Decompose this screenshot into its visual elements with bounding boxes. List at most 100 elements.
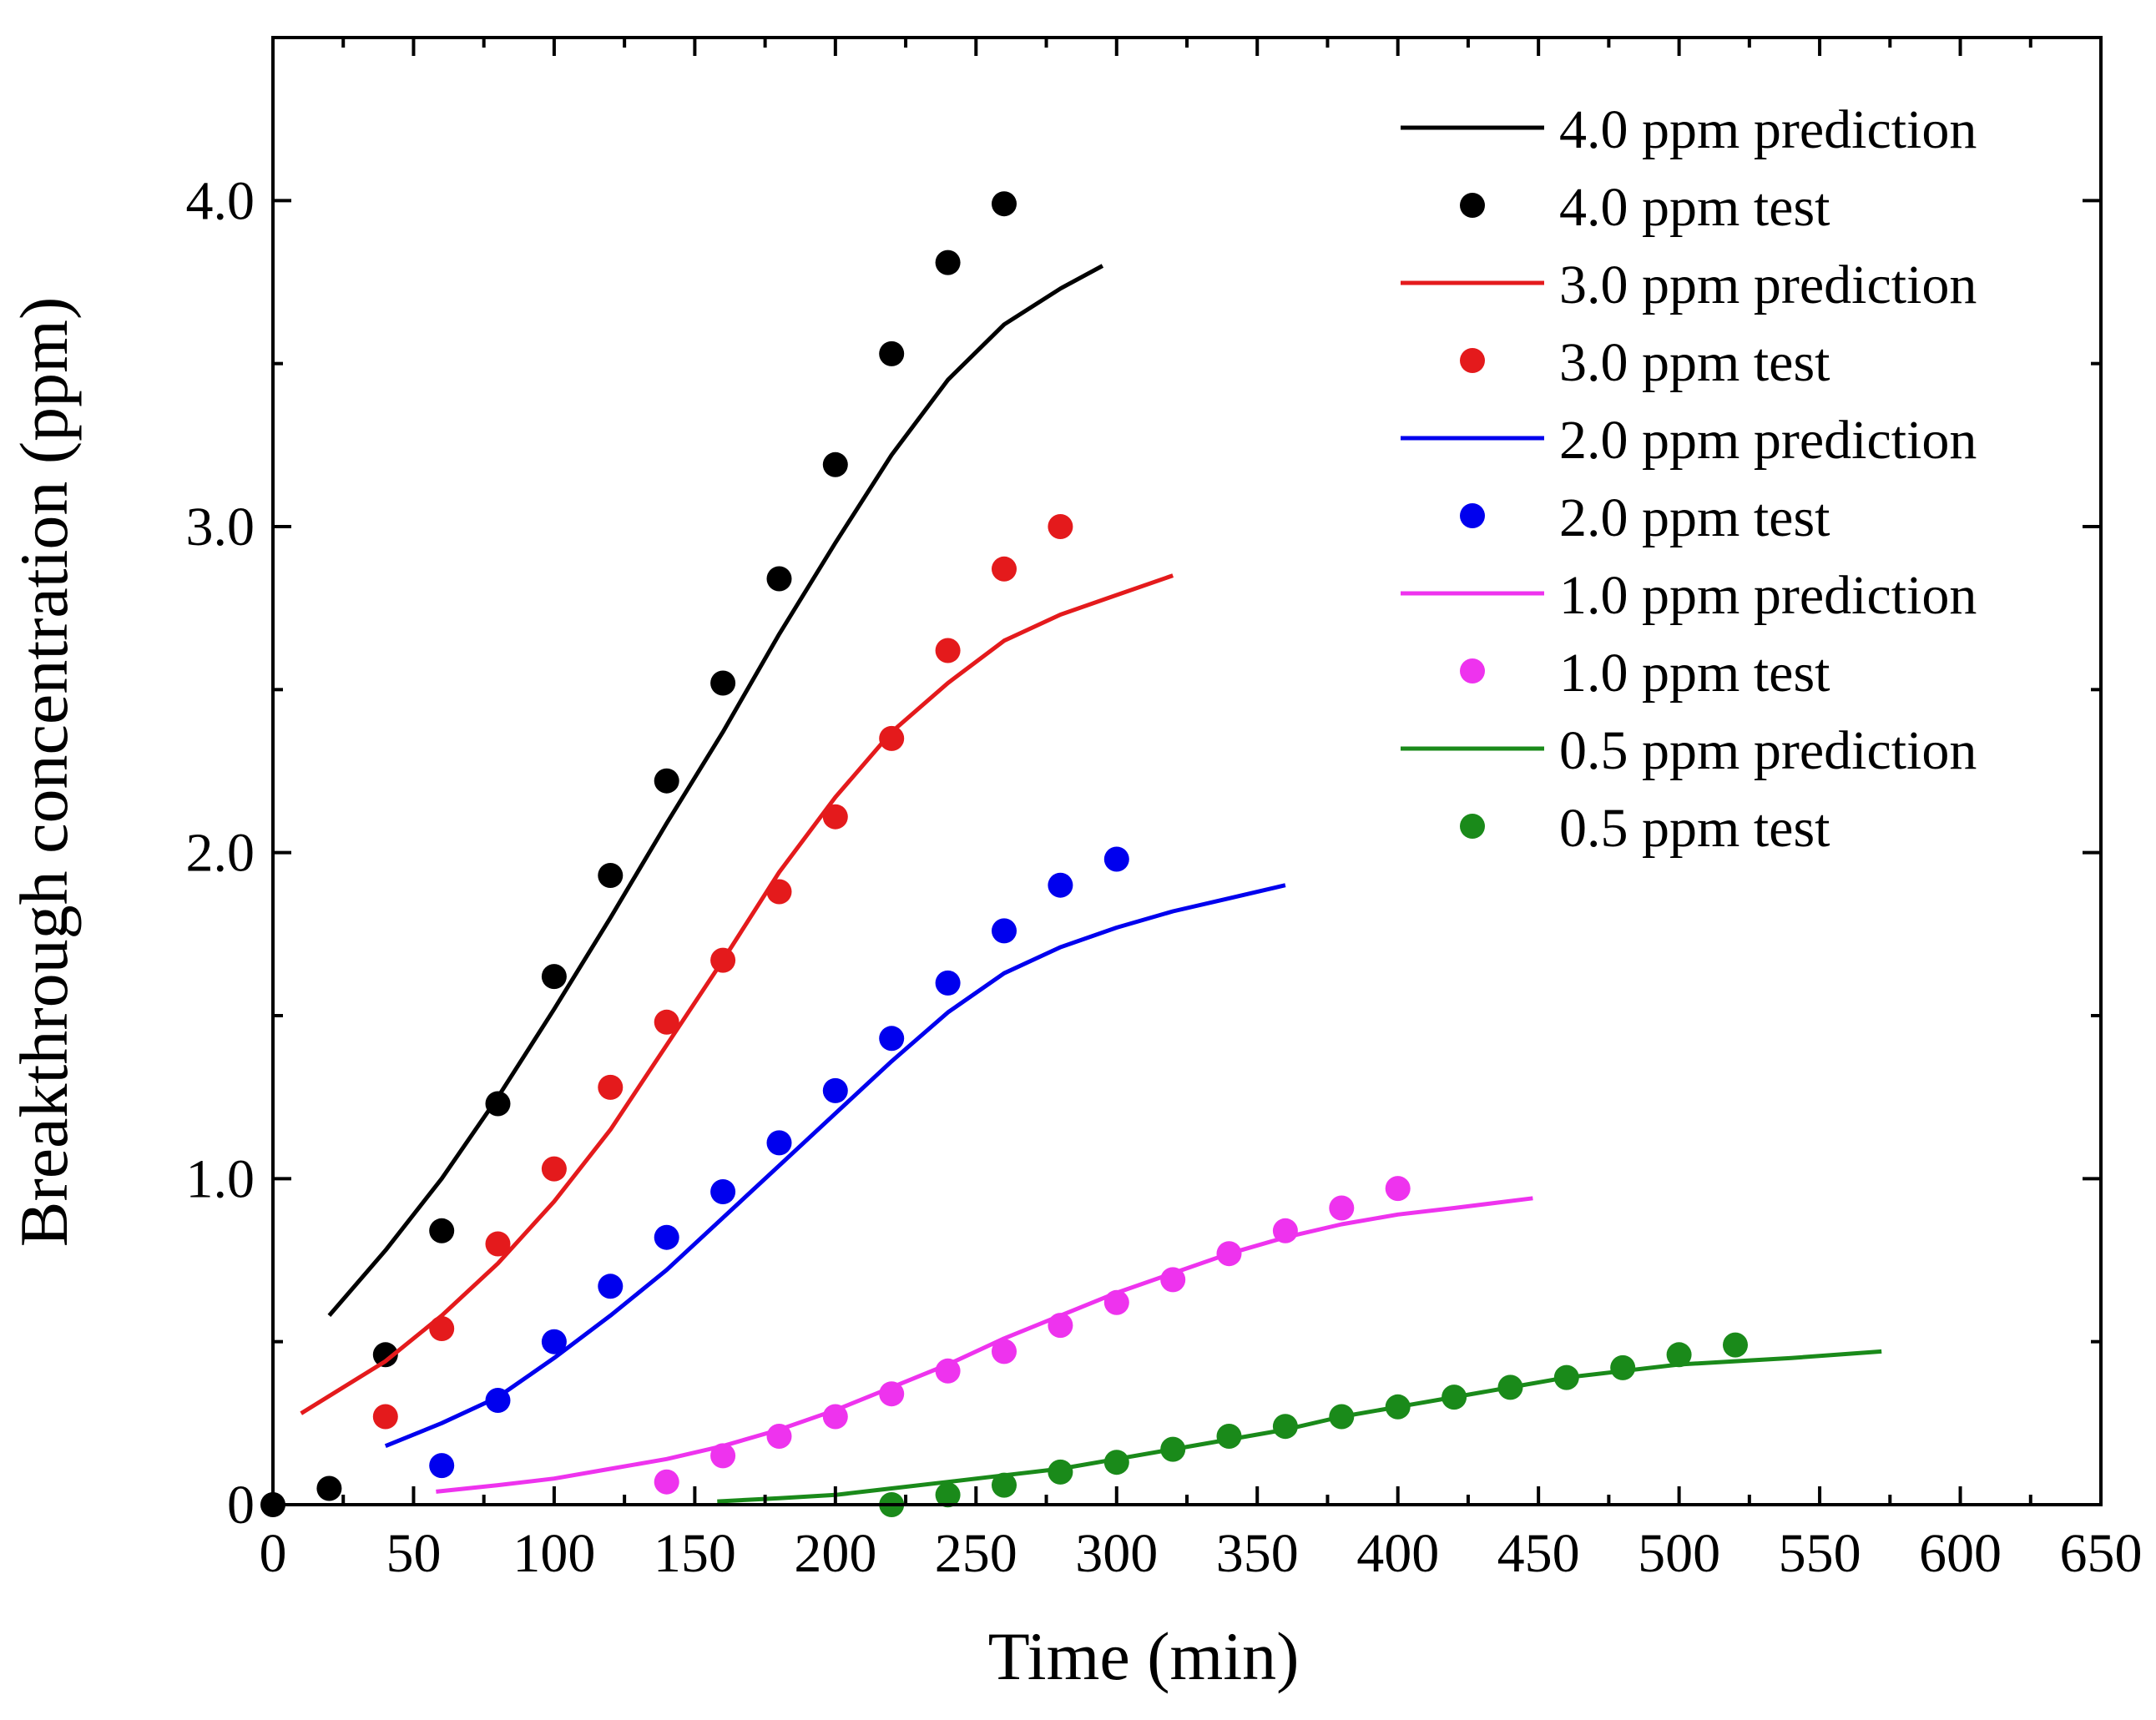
data-point <box>992 1472 1017 1498</box>
series-0-5-ppm-test <box>879 1332 1748 1517</box>
legend-item-0-5-ppm-test: 0.5 ppm test <box>1460 798 1830 859</box>
y-axis-title: Breakthrough concentration (ppm) <box>6 297 82 1248</box>
data-point <box>766 1130 792 1156</box>
data-point <box>710 1179 736 1204</box>
legend-label: 3.0 ppm test <box>1559 332 1830 393</box>
data-point <box>935 1482 961 1508</box>
y-tick-label: 4.0 <box>186 170 255 231</box>
series-4-0-ppm-prediction <box>327 264 1104 1318</box>
x-tick-label: 100 <box>512 1523 595 1584</box>
legend-item-4-0-ppm-prediction: 4.0 ppm prediction <box>1401 99 1977 160</box>
x-axis: 0 50 100 150 200 250 300 350 400 450 500 550 600 650 <box>260 38 2143 1584</box>
legend-item-3-0-ppm-test: 3.0 ppm test <box>1460 332 1830 393</box>
data-point <box>992 556 1017 582</box>
data-point <box>1048 1313 1073 1339</box>
x-tick-label: 250 <box>935 1523 1017 1584</box>
series-4-0-ppm-test <box>260 191 1017 1517</box>
legend-item-3-0-ppm-prediction: 3.0 ppm prediction <box>1401 255 1977 315</box>
series-line <box>436 1196 1533 1494</box>
x-tick-label: 50 <box>386 1523 441 1584</box>
data-point <box>710 670 736 696</box>
data-point <box>654 1469 679 1495</box>
x-tick-label: 400 <box>1356 1523 1439 1584</box>
data-point <box>1553 1364 1579 1390</box>
series-3-0-ppm-prediction <box>300 573 1174 1415</box>
legend-dot-swatch <box>1460 658 1485 683</box>
x-tick-label: 150 <box>654 1523 736 1584</box>
data-point <box>1103 846 1129 872</box>
data-point <box>316 1475 342 1501</box>
series-3-0-ppm-test <box>372 514 1073 1430</box>
data-point <box>766 1424 792 1449</box>
legend-label: 0.5 ppm prediction <box>1559 720 1977 781</box>
legend-item-1-0-ppm-test: 1.0 ppm test <box>1460 643 1830 704</box>
y-axis: 0 1.0 2.0 3.0 4.0 <box>186 170 2101 1536</box>
series-line <box>300 573 1174 1415</box>
y-tick-label: 3.0 <box>186 497 255 557</box>
data-point <box>372 1404 398 1430</box>
legend-item-0-5-ppm-prediction: 0.5 ppm prediction <box>1401 720 1977 781</box>
data-point <box>822 451 848 477</box>
data-point <box>935 970 961 996</box>
x-tick-label: 600 <box>1919 1523 2002 1584</box>
data-point <box>879 725 905 751</box>
data-point <box>1329 1404 1355 1430</box>
legend-dot-swatch <box>1460 193 1485 218</box>
series-line <box>384 883 1286 1449</box>
data-point <box>710 947 736 973</box>
data-point <box>429 1453 455 1479</box>
legend-item-2-0-ppm-test: 2.0 ppm test <box>1460 487 1830 548</box>
legend-label: 0.5 ppm test <box>1559 798 1830 859</box>
data-point <box>879 1026 905 1052</box>
data-point <box>992 918 1017 944</box>
legend-label: 4.0 ppm prediction <box>1559 99 1977 160</box>
legend-label: 1.0 ppm test <box>1559 643 1830 704</box>
legend-label: 2.0 ppm prediction <box>1559 410 1977 471</box>
y-tick-label: 2.0 <box>186 823 255 884</box>
data-point <box>1329 1195 1355 1221</box>
data-point <box>1385 1394 1411 1420</box>
data-point <box>766 566 792 592</box>
data-point <box>992 1339 1017 1364</box>
data-point <box>1442 1385 1467 1410</box>
data-point <box>1723 1332 1748 1358</box>
series-line <box>327 264 1104 1318</box>
data-point <box>485 1091 511 1117</box>
data-point <box>1216 1424 1242 1449</box>
data-point <box>598 863 624 888</box>
data-point <box>598 1274 624 1299</box>
x-tick-label: 200 <box>794 1523 876 1584</box>
series-1-0-ppm-prediction <box>436 1196 1533 1494</box>
legend-dot-swatch <box>1460 348 1485 373</box>
data-point <box>1272 1218 1298 1243</box>
legend-dot-swatch <box>1460 814 1485 839</box>
data-point <box>429 1316 455 1341</box>
x-tick-label: 350 <box>1216 1523 1299 1584</box>
legend-label: 4.0 ppm test <box>1559 177 1830 238</box>
data-point <box>822 804 848 830</box>
y-tick-label: 0 <box>227 1475 255 1536</box>
data-point <box>1272 1414 1298 1440</box>
x-axis-title: Time (min) <box>988 1618 1300 1694</box>
data-point <box>654 768 679 794</box>
data-point <box>879 340 905 366</box>
data-point <box>1048 1459 1073 1485</box>
legend-item-2-0-ppm-prediction: 2.0 ppm prediction <box>1401 410 1977 471</box>
data-point <box>766 879 792 905</box>
series-2-0-ppm-test <box>429 846 1129 1479</box>
data-point <box>879 1381 905 1407</box>
legend-label: 3.0 ppm prediction <box>1559 255 1977 315</box>
data-point <box>598 1074 624 1100</box>
data-point <box>992 191 1017 217</box>
data-point <box>429 1218 455 1243</box>
x-tick-label: 550 <box>1779 1523 1861 1584</box>
series-1-0-ppm-test <box>654 1176 1411 1495</box>
data-point <box>541 1156 567 1182</box>
data-point <box>654 1009 679 1035</box>
data-point <box>710 1443 736 1469</box>
legend-dot-swatch <box>1460 503 1485 528</box>
data-point <box>1160 1267 1186 1293</box>
data-point <box>485 1388 511 1413</box>
